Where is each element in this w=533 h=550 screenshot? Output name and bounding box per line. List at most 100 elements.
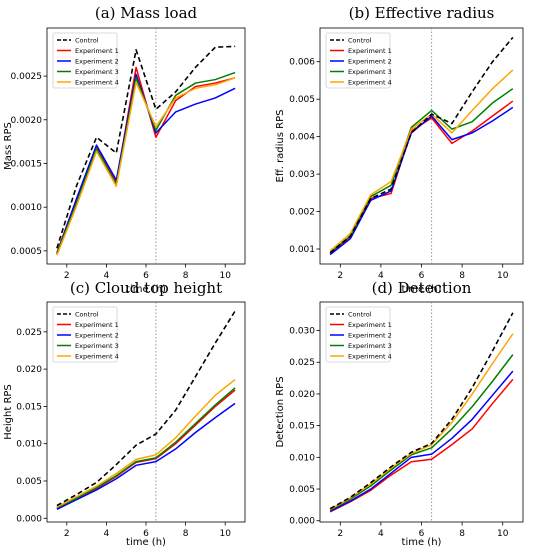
x-tick-label: 2 — [64, 529, 70, 539]
legend-label: Experiment 3 — [75, 342, 119, 350]
series-line-1 — [56, 66, 236, 253]
x-tick-label: 6 — [419, 271, 425, 281]
x-tick-label: 10 — [219, 271, 231, 281]
series-line-0 — [56, 45, 236, 249]
y-tick-label: 0.000 — [289, 517, 315, 527]
legend-label: Control — [348, 310, 372, 318]
y-tick-label: 0.005 — [289, 95, 315, 105]
legend-label: Experiment 4 — [75, 78, 119, 86]
legend-label: Experiment 2 — [75, 331, 119, 339]
y-tick-label: 0.020 — [16, 365, 42, 375]
panel-title: (d) Detection — [372, 279, 472, 297]
y-axis-label: Eff. radius RPS — [275, 110, 286, 183]
legend-box — [325, 32, 391, 89]
x-axis-label: time (h) — [126, 537, 166, 548]
series-line-3 — [329, 88, 514, 254]
y-tick-label: 0.0025 — [11, 72, 43, 82]
x-tick-label: 8 — [459, 529, 465, 539]
series-line-3 — [329, 354, 514, 511]
x-tick-label: 4 — [104, 529, 110, 539]
legend-label: Experiment 1 — [348, 47, 392, 55]
series-line-2 — [56, 402, 236, 510]
panel-2: (c) Cloud top height 2 4 6 8 10 0.000 0.005 0.01… — [3, 279, 246, 548]
x-tick-label: 2 — [337, 529, 343, 539]
legend-label: Experiment 3 — [348, 342, 392, 350]
panel-title: (b) Effective radius — [349, 4, 495, 22]
series-line-0 — [56, 310, 236, 507]
x-axis-label: time (h) — [402, 537, 442, 548]
x-tick-label: 4 — [378, 529, 384, 539]
y-tick-label: 0.010 — [289, 453, 315, 463]
legend-box — [52, 306, 118, 363]
legend-box — [52, 32, 118, 89]
y-tick-label: 0.030 — [289, 327, 315, 337]
panel-title: (c) Cloud top height — [70, 279, 222, 297]
y-axis-label: Height RPS — [3, 384, 14, 440]
series-line-2 — [329, 370, 514, 512]
legend-label: Control — [75, 36, 99, 44]
legend-label: Experiment 2 — [348, 57, 392, 65]
x-tick-label: 8 — [183, 271, 189, 281]
panel-3: (d) Detection 2 4 6 8 10 0.000 0.005 0.010 0.015 0… — [275, 279, 524, 548]
y-tick-label: 0.0010 — [11, 203, 43, 213]
legend-label: Experiment 3 — [348, 68, 392, 76]
panel-title: (a) Mass load — [95, 4, 198, 22]
y-tick-label: 0.0015 — [11, 159, 43, 169]
x-tick-label: 6 — [143, 529, 149, 539]
x-tick-label: 6 — [143, 271, 149, 281]
series-line-0 — [329, 36, 514, 254]
x-tick-label: 8 — [183, 529, 189, 539]
legend-box — [325, 306, 391, 363]
series-line-3 — [56, 387, 236, 509]
x-tick-label: 2 — [64, 271, 70, 281]
legend-label: Experiment 2 — [75, 57, 119, 65]
y-axis-label: Mass RPS — [3, 122, 14, 170]
legend-label: Experiment 1 — [348, 321, 392, 329]
y-tick-label: 0.000 — [16, 514, 42, 524]
y-tick-label: 0.005 — [16, 477, 42, 487]
series-line-4 — [56, 77, 236, 256]
legend-label: Experiment 1 — [75, 47, 119, 55]
y-tick-label: 0.002 — [289, 208, 315, 218]
legend-label: Control — [348, 36, 372, 44]
series-line-0 — [329, 312, 514, 510]
series-line-4 — [56, 378, 236, 508]
legend-label: Experiment 4 — [75, 352, 119, 360]
y-tick-label: 0.004 — [289, 133, 315, 143]
y-tick-label: 0.025 — [16, 328, 42, 338]
y-tick-label: 0.0020 — [11, 116, 43, 126]
legend-label: Experiment 4 — [348, 78, 392, 86]
x-tick-label: 6 — [419, 529, 425, 539]
x-tick-label: 10 — [497, 271, 509, 281]
legend-label: Experiment 2 — [348, 331, 392, 339]
y-tick-label: 0.003 — [289, 170, 315, 180]
x-tick-label: 4 — [378, 271, 384, 281]
series-line-1 — [329, 378, 514, 513]
x-tick-label: 8 — [459, 271, 465, 281]
x-tick-label: 4 — [104, 271, 110, 281]
x-tick-label: 2 — [337, 271, 343, 281]
y-tick-label: 0.015 — [16, 402, 42, 412]
y-tick-label: 0.010 — [16, 440, 42, 450]
legend-label: Experiment 4 — [348, 352, 392, 360]
legend-label: Control — [75, 310, 99, 318]
x-tick-label: 10 — [497, 529, 509, 539]
panel-1: (b) Effective radius 2 4 6 8 10 0.001 0.002 0.00… — [275, 4, 524, 295]
y-tick-label: 0.0005 — [11, 247, 43, 257]
y-tick-label: 0.020 — [289, 390, 315, 400]
y-tick-label: 0.001 — [289, 245, 315, 255]
series-line-1 — [56, 389, 236, 510]
series-line-4 — [329, 69, 514, 252]
x-tick-label: 10 — [219, 529, 231, 539]
x-axis-label: time (h) — [402, 284, 442, 295]
series-line-2 — [329, 106, 514, 256]
y-tick-label: 0.006 — [289, 58, 315, 68]
legend-label: Experiment 3 — [75, 68, 119, 76]
legend-label: Experiment 1 — [75, 321, 119, 329]
y-axis-label: Detection RPS — [275, 376, 286, 447]
panel-0: (a) Mass load 2 4 6 8 10 0.0005 0.0010 0.0015 0.0… — [3, 4, 246, 295]
x-axis-label: time (h) — [126, 284, 166, 295]
y-tick-label: 0.025 — [289, 358, 315, 368]
y-tick-label: 0.015 — [289, 422, 315, 432]
